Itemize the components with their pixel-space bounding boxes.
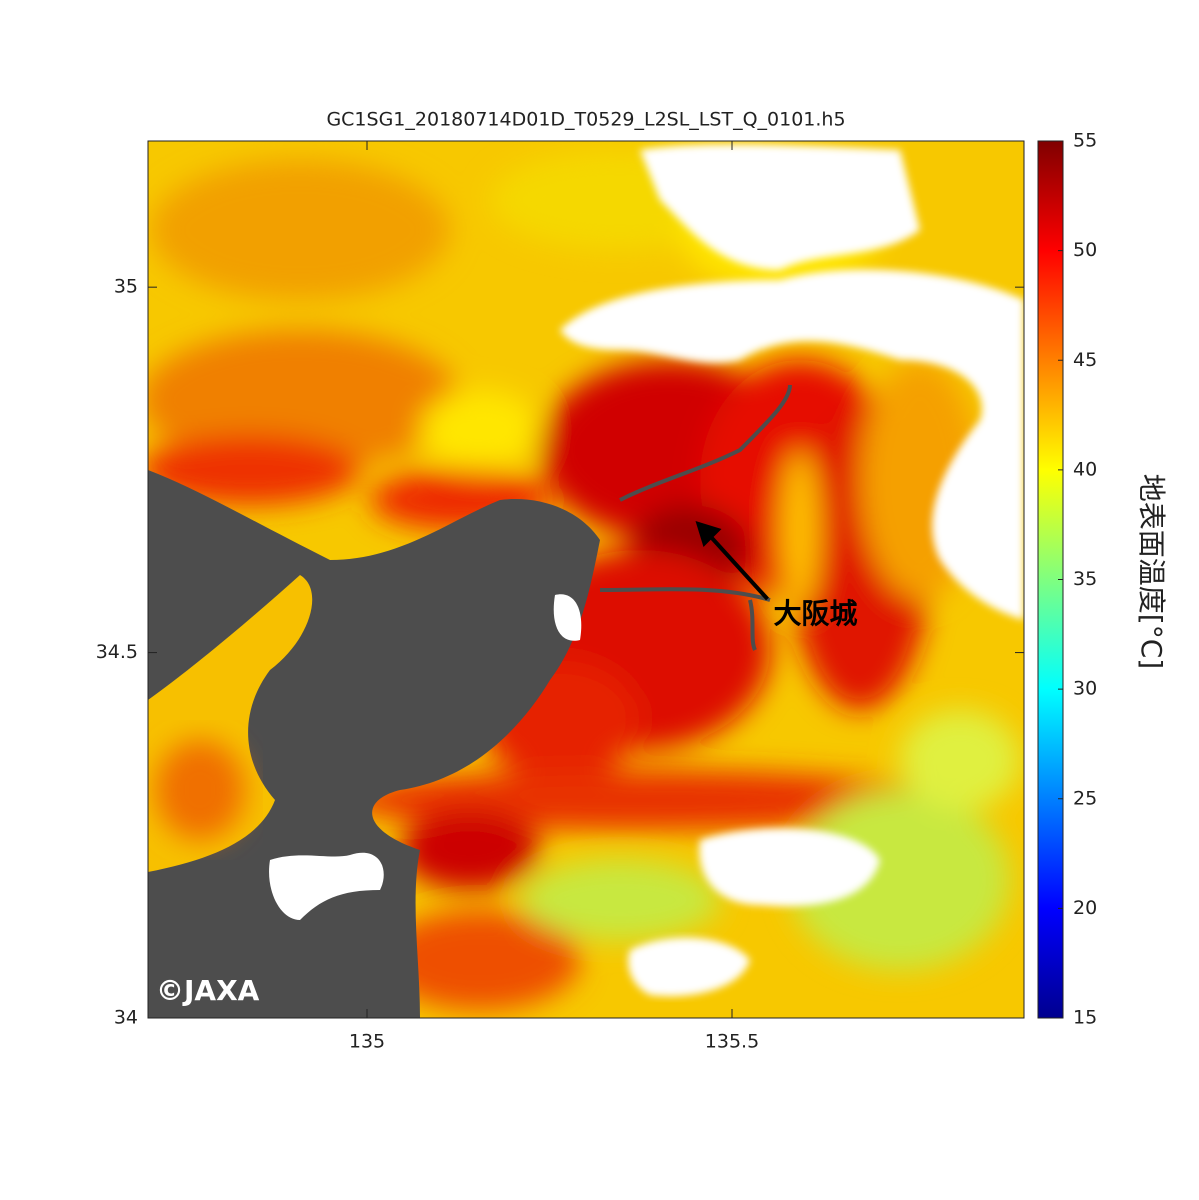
colorbar-tick-label: 55 [1073, 130, 1097, 152]
colorbar-tick-label: 40 [1073, 458, 1097, 480]
colorbar-tick-label: 15 [1073, 1007, 1097, 1029]
y-tick-label: 34.5 [96, 641, 138, 663]
colorbar-tick-label: 25 [1073, 787, 1097, 809]
plot-frame [147, 140, 1025, 1019]
colorbar-tick-label: 30 [1073, 678, 1097, 700]
x-tick-label: 135 [349, 1031, 385, 1053]
colorbar-tick-label: 50 [1073, 239, 1097, 261]
colorbar [1037, 140, 1064, 1019]
title: GC1SG1_20180714D01D_T0529_L2SL_LST_Q_010… [326, 109, 845, 131]
annotation-arrowhead [695, 521, 722, 548]
credit: ©JAXA [156, 974, 260, 1007]
map-image [148, 141, 1024, 1018]
colorbar-label: 地表面温度[°C] [1135, 474, 1168, 669]
y-tick-label: 35 [114, 276, 138, 298]
colorbar-tick-label: 45 [1073, 349, 1097, 371]
annotation-arrow [704, 529, 769, 601]
colorbar-tick-label: 35 [1073, 568, 1097, 590]
x-tick-label: 135.5 [705, 1031, 759, 1053]
annotation-text: 大阪城 [774, 597, 858, 630]
colorbar-tick-label: 20 [1073, 897, 1097, 919]
y-tick-label: 34 [114, 1007, 138, 1029]
